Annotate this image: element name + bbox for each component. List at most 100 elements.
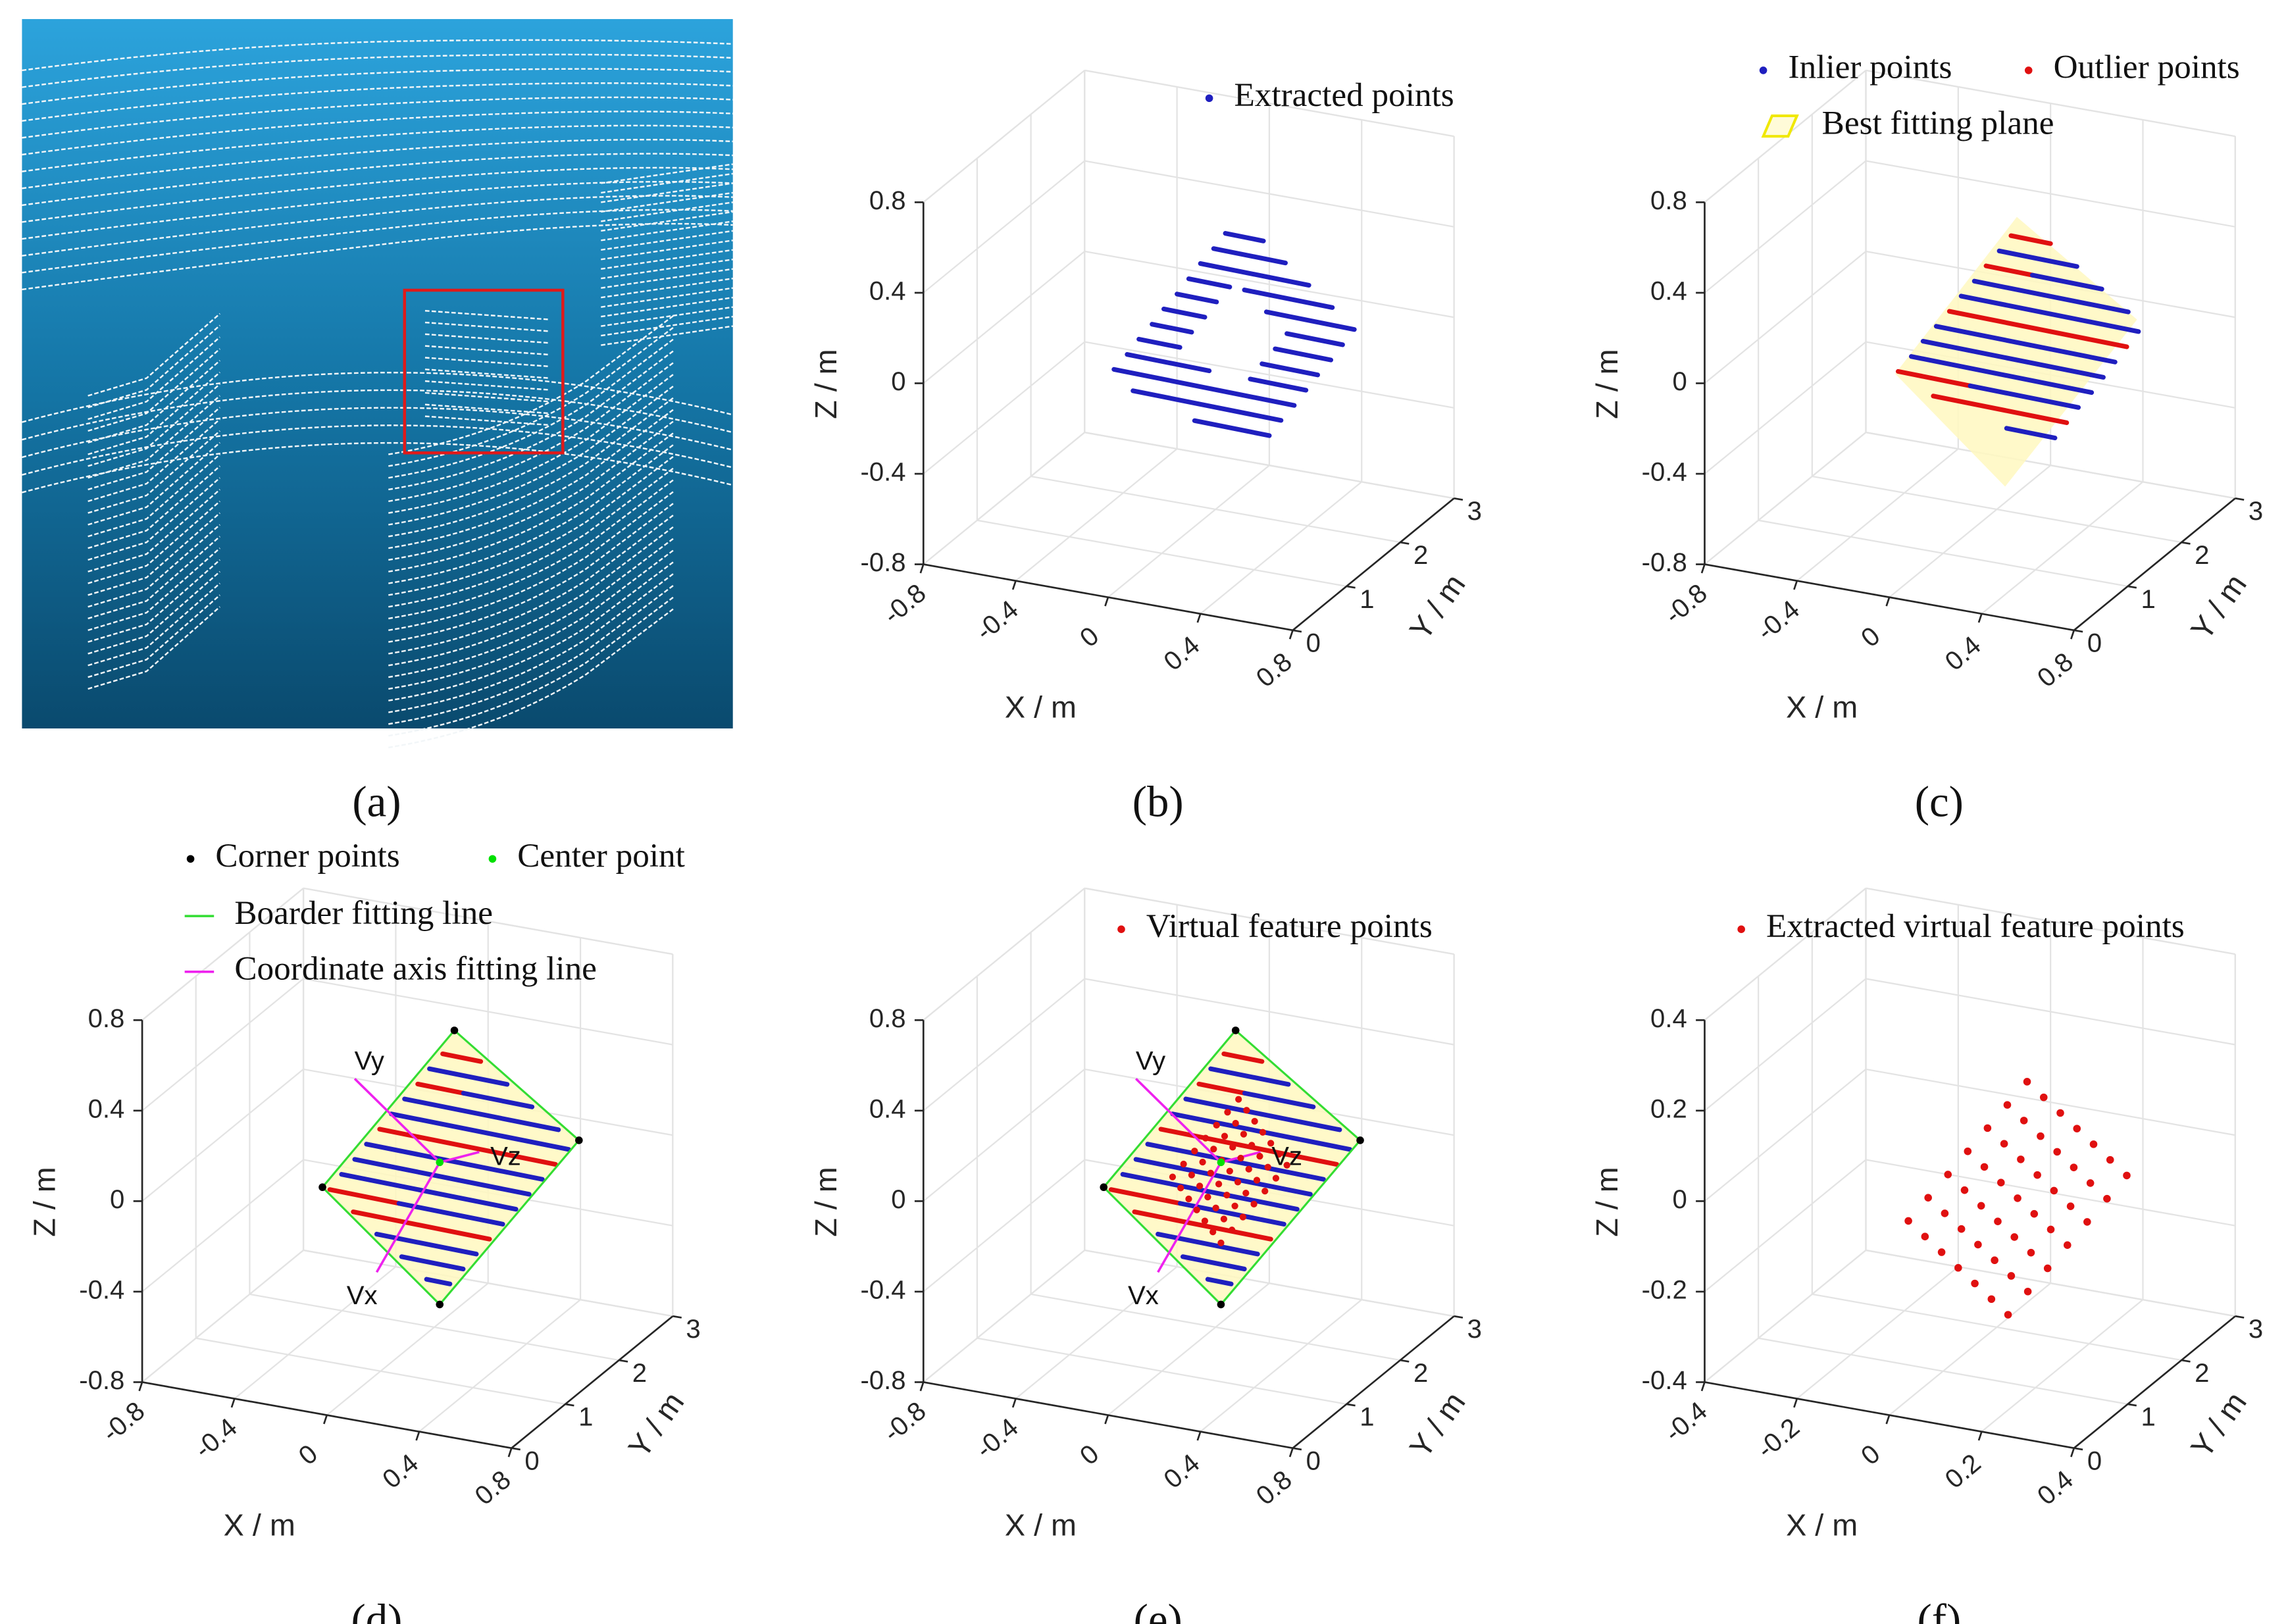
wall-right [388, 373, 675, 514]
x-tick-label: 0.8 [1251, 1465, 1298, 1511]
fitting-plane [1895, 216, 2137, 487]
image-background [22, 18, 733, 729]
scan-points [415, 1081, 466, 1096]
grid-line [1084, 341, 1454, 409]
virtual-point [1248, 1142, 1256, 1149]
feature-point [2056, 1109, 2064, 1117]
panel-caption: (c) [1915, 777, 1964, 826]
axes-panel: -0.8 -0.4 0 0.4 0.8 0 1 2 3 -0.8 -0.4 0 0.4 0.8 X / m Y… [809, 69, 1482, 724]
grid-line [1704, 1069, 1867, 1202]
grid-line [1015, 1266, 1178, 1400]
feature-point [2089, 1140, 2098, 1148]
z-tick-label: 0 [1672, 1185, 1687, 1214]
feature-point [1974, 1240, 1982, 1249]
board-cloud [424, 333, 550, 344]
legend-label: Extracted points [1234, 76, 1454, 114]
scan-points [1895, 368, 1973, 388]
x-tick-label: 0.8 [2032, 647, 2079, 694]
feature-point [2053, 1148, 2061, 1156]
tick-mark [2127, 1403, 2137, 1407]
z-tick-label: 0.8 [869, 1004, 906, 1033]
wall-right [388, 561, 675, 701]
scan-points [427, 1066, 510, 1087]
grid-line [923, 1250, 1085, 1383]
y-axis-label: Y / m [1403, 568, 1472, 646]
virtual-point [1251, 1117, 1258, 1125]
x-tick-label: 0.4 [1940, 631, 1987, 677]
y-axis [2073, 497, 2236, 631]
panel-caption: (b) [1132, 777, 1184, 826]
x-tick-label: 0 [1075, 1439, 1104, 1471]
scan-points [1136, 336, 1182, 350]
grid-line [923, 160, 1085, 293]
virtual-point [1212, 1204, 1219, 1211]
legend-marker [1205, 94, 1213, 103]
scan-line [22, 209, 733, 274]
virtual-point [1240, 1130, 1248, 1138]
wall-left [88, 395, 220, 479]
scan-points [402, 1096, 561, 1132]
panel-caption: (a) [352, 777, 401, 826]
wall-right [388, 572, 675, 713]
grid-line [326, 1282, 489, 1416]
tick-mark [1700, 564, 1706, 574]
scan-points [351, 1209, 492, 1242]
virtual-point [1226, 1167, 1233, 1175]
feature-point [1977, 1202, 1985, 1210]
wall-left [88, 453, 220, 538]
grid-line [1796, 448, 1959, 582]
z-tick-label: -0.4 [79, 1276, 124, 1305]
axis-fitting-line [353, 1078, 441, 1163]
feature-point [1937, 1248, 1946, 1256]
virtual-point [1232, 1119, 1239, 1127]
grid-line [141, 1159, 304, 1292]
scan-points [1180, 1254, 1247, 1272]
feature-point [1941, 1209, 1949, 1217]
wall-right [388, 408, 675, 549]
scan-points [1120, 1172, 1300, 1212]
legend-marker [1759, 66, 1767, 74]
grid-line [923, 70, 1085, 203]
virtual-point [1237, 1154, 1244, 1162]
virtual-point [1217, 1239, 1225, 1246]
tick-mark [1011, 580, 1017, 590]
corner-point [318, 1183, 326, 1192]
feature-point [2023, 1287, 2032, 1296]
scan-line [22, 68, 733, 105]
highlight-box [403, 288, 565, 455]
scan-points [396, 1201, 505, 1227]
grid-line [1704, 251, 1867, 384]
scan-line [601, 191, 733, 213]
grid-line [1030, 475, 1401, 544]
scan-points [399, 1254, 466, 1272]
virtual-point [1275, 1150, 1283, 1158]
wall-right [388, 455, 675, 596]
feature-point [1924, 1194, 1932, 1202]
tick-mark [1104, 597, 1109, 607]
virtual-point [1213, 1121, 1220, 1129]
y-axis-label: Y / m [2184, 568, 2253, 646]
board-cloud [424, 415, 550, 426]
tick-mark [919, 1382, 925, 1392]
feature-point [2033, 1171, 2041, 1179]
z-tick-label: -0.4 [860, 1276, 905, 1305]
y-axis-label: Y / m [622, 1386, 691, 1464]
scan-points [1175, 292, 1219, 305]
feature-point [2083, 1218, 2091, 1226]
legend-marker [186, 855, 195, 863]
z-tick-label: 0.8 [869, 186, 906, 215]
z-tick-label: 0.8 [88, 1004, 125, 1033]
scan-points [1259, 361, 1321, 378]
tick-mark [1196, 613, 1202, 623]
grid-line [1981, 1299, 2144, 1433]
y-axis-label: Y / m [2184, 1386, 2253, 1464]
tick-mark [2235, 497, 2245, 501]
wall-left [88, 477, 220, 561]
scan-points [1108, 1187, 1183, 1206]
x-axis [1704, 1381, 2075, 1450]
tick-mark [1400, 1359, 1410, 1363]
scan-line [22, 153, 733, 207]
feature-point [2000, 1140, 2008, 1148]
grid-line [1084, 887, 1454, 955]
